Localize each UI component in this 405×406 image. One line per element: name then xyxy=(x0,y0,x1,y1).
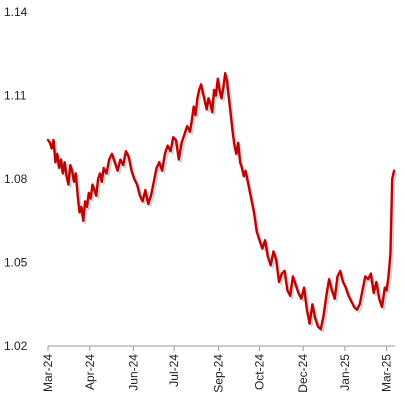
x-tick-label: Mar-25 xyxy=(380,354,394,392)
y-tick-label: 1.08 xyxy=(4,172,28,186)
x-tick-label: Jan-25 xyxy=(338,354,352,391)
y-tick-label: 1.05 xyxy=(4,256,28,270)
x-tick-label: Sep-24 xyxy=(212,354,226,393)
y-tick-label: 1.02 xyxy=(4,339,28,353)
series-line xyxy=(46,71,396,331)
y-tick-label: 1.11 xyxy=(4,89,27,103)
x-tick-label: Apr-24 xyxy=(83,354,97,390)
plot-area xyxy=(46,71,398,333)
y-tick-label: 1.14 xyxy=(4,5,28,19)
x-tick-label: Mar-24 xyxy=(41,354,55,392)
x-tick-label: Dec-24 xyxy=(296,354,310,393)
x-tick-label: Oct-24 xyxy=(253,354,267,390)
x-tick-label: Jun-24 xyxy=(126,354,140,391)
y-axis: 1.02 1.05 1.08 1.11 1.14 xyxy=(4,5,28,353)
x-tick-label: Jul-24 xyxy=(167,354,181,387)
x-axis: Mar-24 Apr-24 Jun-24 Jul-24 Sep-24 Oct-24 Dec-… xyxy=(41,345,395,393)
series-line-shadow xyxy=(49,73,398,333)
